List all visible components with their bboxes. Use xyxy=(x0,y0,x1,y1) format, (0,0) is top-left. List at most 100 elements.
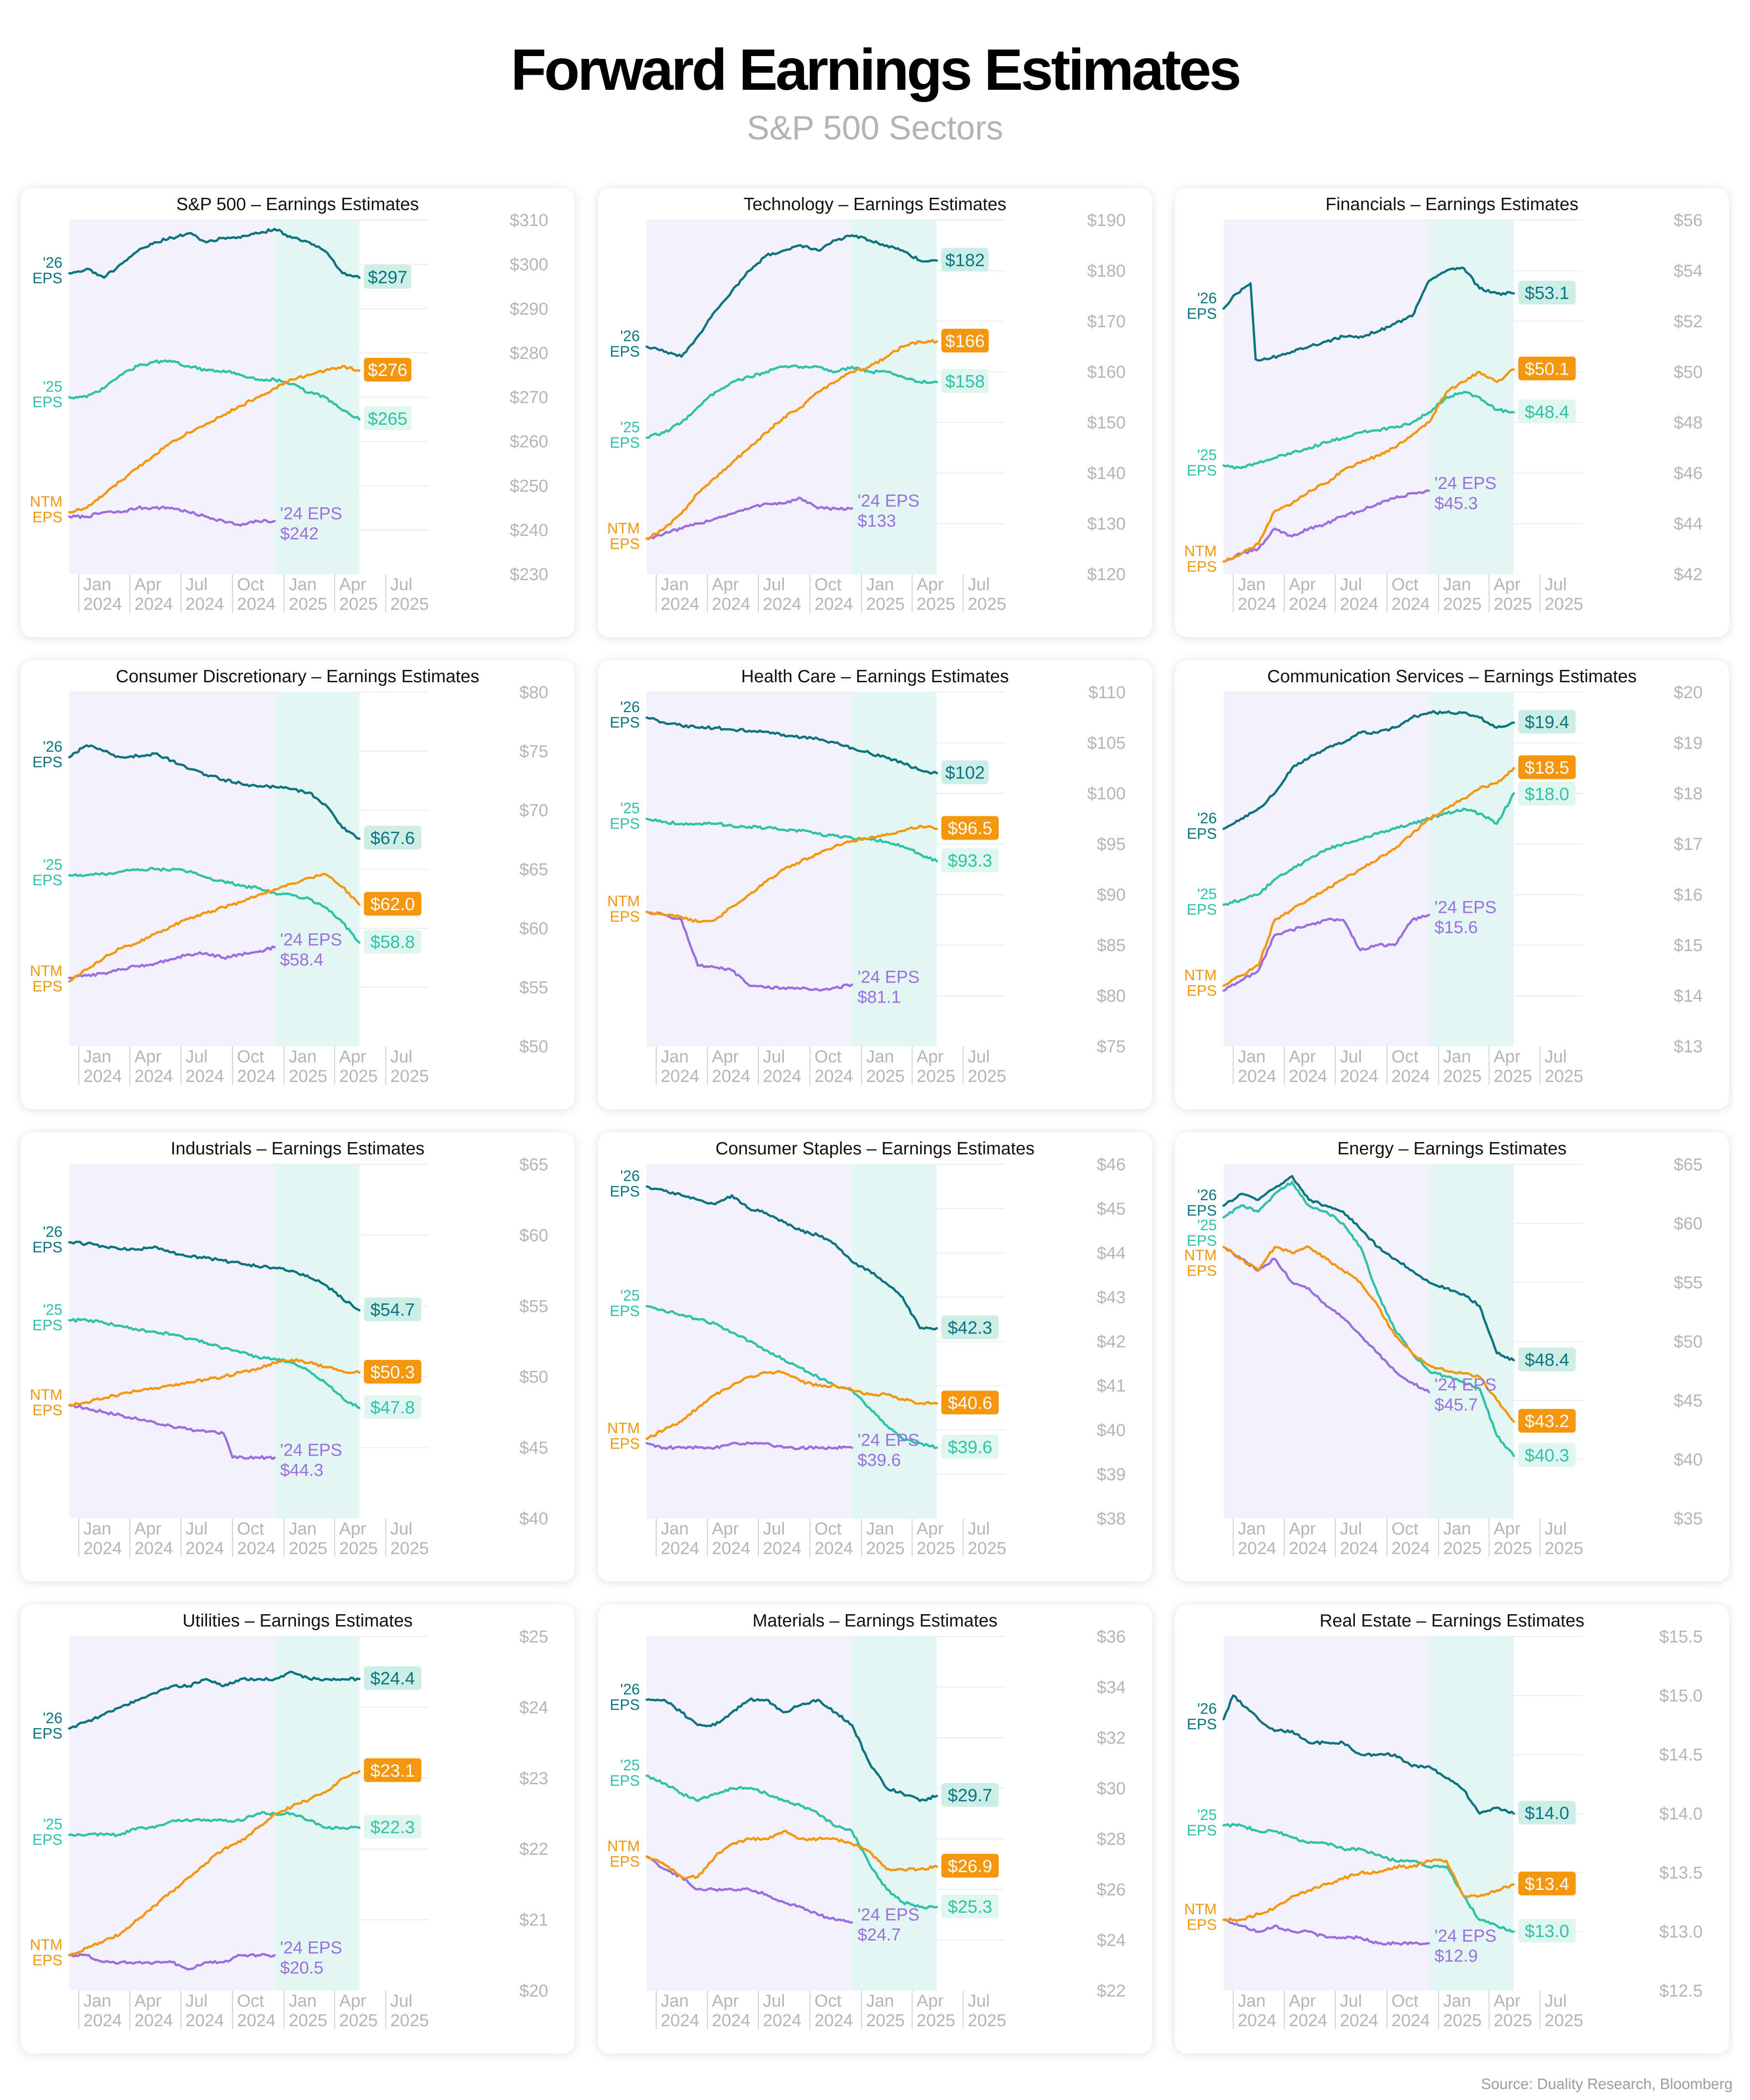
chart-panel-consumer-staples: Consumer Staples – Earnings Estimates $38… xyxy=(598,1132,1152,1581)
y-tick-label: $55 xyxy=(520,1297,548,1316)
chart-panel-energy: Energy – Earnings Estimates $35 $40 $45 $50 $… xyxy=(1175,1132,1729,1581)
y-tick-label: $105 xyxy=(1087,734,1126,753)
series-label: EPS xyxy=(32,1951,62,1968)
x-tick-month: Jul xyxy=(763,1992,785,2011)
eps-2026-line xyxy=(68,227,361,279)
x-tick-year: 2025 xyxy=(1544,1067,1583,1086)
x-tick-year: 2024 xyxy=(1238,1539,1276,1558)
end-value-badge xyxy=(1518,1409,1576,1433)
end-value-badge xyxy=(364,1395,422,1419)
x-tick-year: 2024 xyxy=(83,1539,122,1558)
eps-2024-value: $39.6 xyxy=(858,1451,901,1470)
x-tick-year: 2025 xyxy=(968,1067,1006,1086)
eps-2025-line xyxy=(68,359,361,421)
eps-2024-line xyxy=(68,1404,276,1460)
x-tick-year: 2024 xyxy=(1340,2011,1379,2030)
series-label: '26 xyxy=(1197,1700,1217,1717)
series-label: NTM xyxy=(1184,542,1217,559)
x-tick-year: 2025 xyxy=(916,2011,955,2030)
x-tick-year: 2025 xyxy=(390,2011,429,2030)
ntm-eps-line xyxy=(1222,1858,1515,1922)
x-tick-year: 2025 xyxy=(390,1067,429,1086)
x-tick-month: Apr xyxy=(1289,1992,1316,2011)
y-tick-label: $50 xyxy=(1674,1333,1703,1352)
end-value-label: $18.5 xyxy=(1525,758,1570,778)
y-tick-label: $13.0 xyxy=(1659,1923,1703,1942)
y-tick-label: $50 xyxy=(520,1037,548,1056)
end-value-label: $13.4 xyxy=(1525,1874,1570,1894)
eps-2024-line xyxy=(1222,489,1431,563)
x-tick-month: Jul xyxy=(1544,575,1567,594)
y-tick-label: $80 xyxy=(520,683,548,702)
x-tick-month: Apr xyxy=(134,1047,161,1066)
series-label: EPS xyxy=(32,753,62,770)
x-tick-month: Oct xyxy=(1391,1992,1419,2011)
chart-panel-technology: Technology – Earnings Estimates $120 $130 $… xyxy=(598,188,1152,637)
ntm-eps-line xyxy=(645,339,938,540)
end-value-badge xyxy=(364,930,422,954)
series-label: EPS xyxy=(610,815,640,832)
y-tick-label: $15.0 xyxy=(1659,1687,1703,1706)
eps-2024-line xyxy=(645,496,854,540)
y-tick-label: $20 xyxy=(1674,683,1703,702)
x-tick-year: 2025 xyxy=(1443,1067,1482,1086)
end-value-badge xyxy=(1518,1871,1576,1895)
y-tick-label: $42 xyxy=(1674,565,1703,584)
year-2025-shade xyxy=(1429,692,1514,1046)
x-tick-month: Jan xyxy=(1443,1519,1471,1539)
end-value-badge xyxy=(1518,1347,1576,1371)
y-tick-label: $24 xyxy=(1097,1931,1126,1950)
x-tick-year: 2024 xyxy=(814,595,853,614)
end-value-label: $48.4 xyxy=(1525,1350,1570,1370)
eps-2024-label: '24 EPS xyxy=(280,504,342,523)
chart-panel-materials: Materials – Earnings Estimates $22 $24 $26 $… xyxy=(598,1605,1152,2054)
series-label: '25 xyxy=(1197,446,1217,463)
end-value-badge xyxy=(364,826,422,850)
ntm-eps-line xyxy=(645,1829,938,1879)
series-label: NTM xyxy=(607,520,640,536)
y-tick-label: $60 xyxy=(520,1226,548,1245)
x-tick-year: 2024 xyxy=(134,2011,173,2030)
end-value-badge xyxy=(1518,710,1576,734)
x-tick-month: Oct xyxy=(1391,1047,1419,1066)
eps-2026-line xyxy=(645,1697,938,1802)
eps-2024-line xyxy=(1222,913,1431,992)
end-value-badge xyxy=(941,369,989,393)
chart-panel-consumer-discretionary: Consumer Discretionary – Earnings Estima… xyxy=(21,660,575,1109)
x-tick-month: Jul xyxy=(1340,1519,1362,1539)
x-tick-month: Jul xyxy=(1544,1519,1567,1539)
series-label: EPS xyxy=(1187,1715,1217,1732)
series-label: NTM xyxy=(607,1838,640,1854)
y-tick-label: $45 xyxy=(520,1439,548,1458)
y-tick-label: $75 xyxy=(520,742,548,762)
eps-2025-line xyxy=(645,818,938,863)
y-tick-label: $65 xyxy=(520,1155,548,1174)
x-tick-year: 2024 xyxy=(1340,1067,1379,1086)
series-label: EPS xyxy=(1187,825,1217,842)
y-tick-label: $70 xyxy=(520,801,548,820)
y-tick-label: $45 xyxy=(1097,1199,1126,1219)
x-tick-year: 2024 xyxy=(712,595,751,614)
eps-2026-line xyxy=(68,1240,361,1312)
eps-2026-line xyxy=(1222,1694,1515,1815)
end-value-badge xyxy=(364,1666,422,1690)
series-label: EPS xyxy=(610,1435,640,1452)
x-tick-year: 2025 xyxy=(1443,595,1482,614)
x-tick-year: 2024 xyxy=(1238,1067,1276,1086)
x-tick-month: Jan xyxy=(1443,575,1471,594)
end-value-label: $39.6 xyxy=(948,1438,993,1457)
series-label: EPS xyxy=(32,509,62,525)
series-label: '25 xyxy=(620,1287,640,1304)
y-tick-label: $270 xyxy=(510,388,548,407)
series-label: EPS xyxy=(1187,1232,1217,1249)
ntm-eps-line xyxy=(1222,1245,1515,1423)
end-value-badge xyxy=(1518,1443,1576,1467)
x-tick-month: Oct xyxy=(237,575,264,594)
x-tick-month: Jul xyxy=(763,1519,785,1539)
x-tick-year: 2024 xyxy=(185,1067,224,1086)
y-tick-label: $150 xyxy=(1087,413,1126,432)
x-tick-year: 2025 xyxy=(968,595,1006,614)
y-tick-label: $20 xyxy=(520,1982,548,2001)
x-tick-year: 2024 xyxy=(1289,595,1328,614)
series-label: NTM xyxy=(1184,1901,1217,1918)
